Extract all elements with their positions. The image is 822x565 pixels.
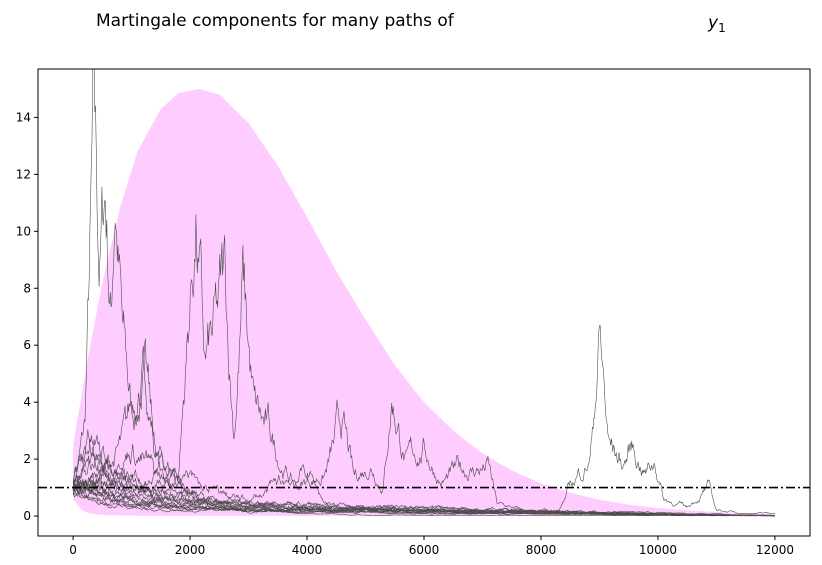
chart-title-math: y1: [707, 13, 726, 35]
x-tick-label: 8000: [526, 543, 557, 557]
title-math-subscript: 1: [718, 21, 726, 35]
y-tick-label: 4: [23, 395, 31, 409]
y-tick-label: 2: [23, 452, 31, 466]
y-tick-label: 12: [16, 167, 31, 181]
paths-layer: [72, 69, 775, 517]
x-axis: 0 2000 4000 6000 8000 10000 12000: [69, 536, 794, 557]
x-tick-label: 0: [69, 543, 77, 557]
path-line-0: [72, 69, 775, 517]
x-tick-label: 6000: [409, 543, 440, 557]
y-axis: 0 2 4 6 8 10 12 14: [16, 110, 38, 523]
y-tick-label: 8: [23, 281, 31, 295]
band-layer: [73, 88, 775, 517]
y-tick-label: 0: [23, 509, 31, 523]
y-tick-label: 6: [23, 338, 31, 352]
title-math-symbol: y: [707, 13, 719, 33]
chart-title: Martingale components for many paths of: [96, 11, 455, 31]
y-tick-label: 14: [16, 110, 31, 124]
confidence-band: [73, 88, 775, 517]
x-tick-label: 10000: [639, 543, 677, 557]
path-line-17: [72, 477, 775, 517]
x-tick-label: 4000: [292, 543, 323, 557]
y-tick-label: 10: [16, 224, 31, 238]
path-line-15: [72, 471, 775, 517]
x-tick-label: 12000: [756, 543, 794, 557]
x-tick-label: 2000: [175, 543, 206, 557]
